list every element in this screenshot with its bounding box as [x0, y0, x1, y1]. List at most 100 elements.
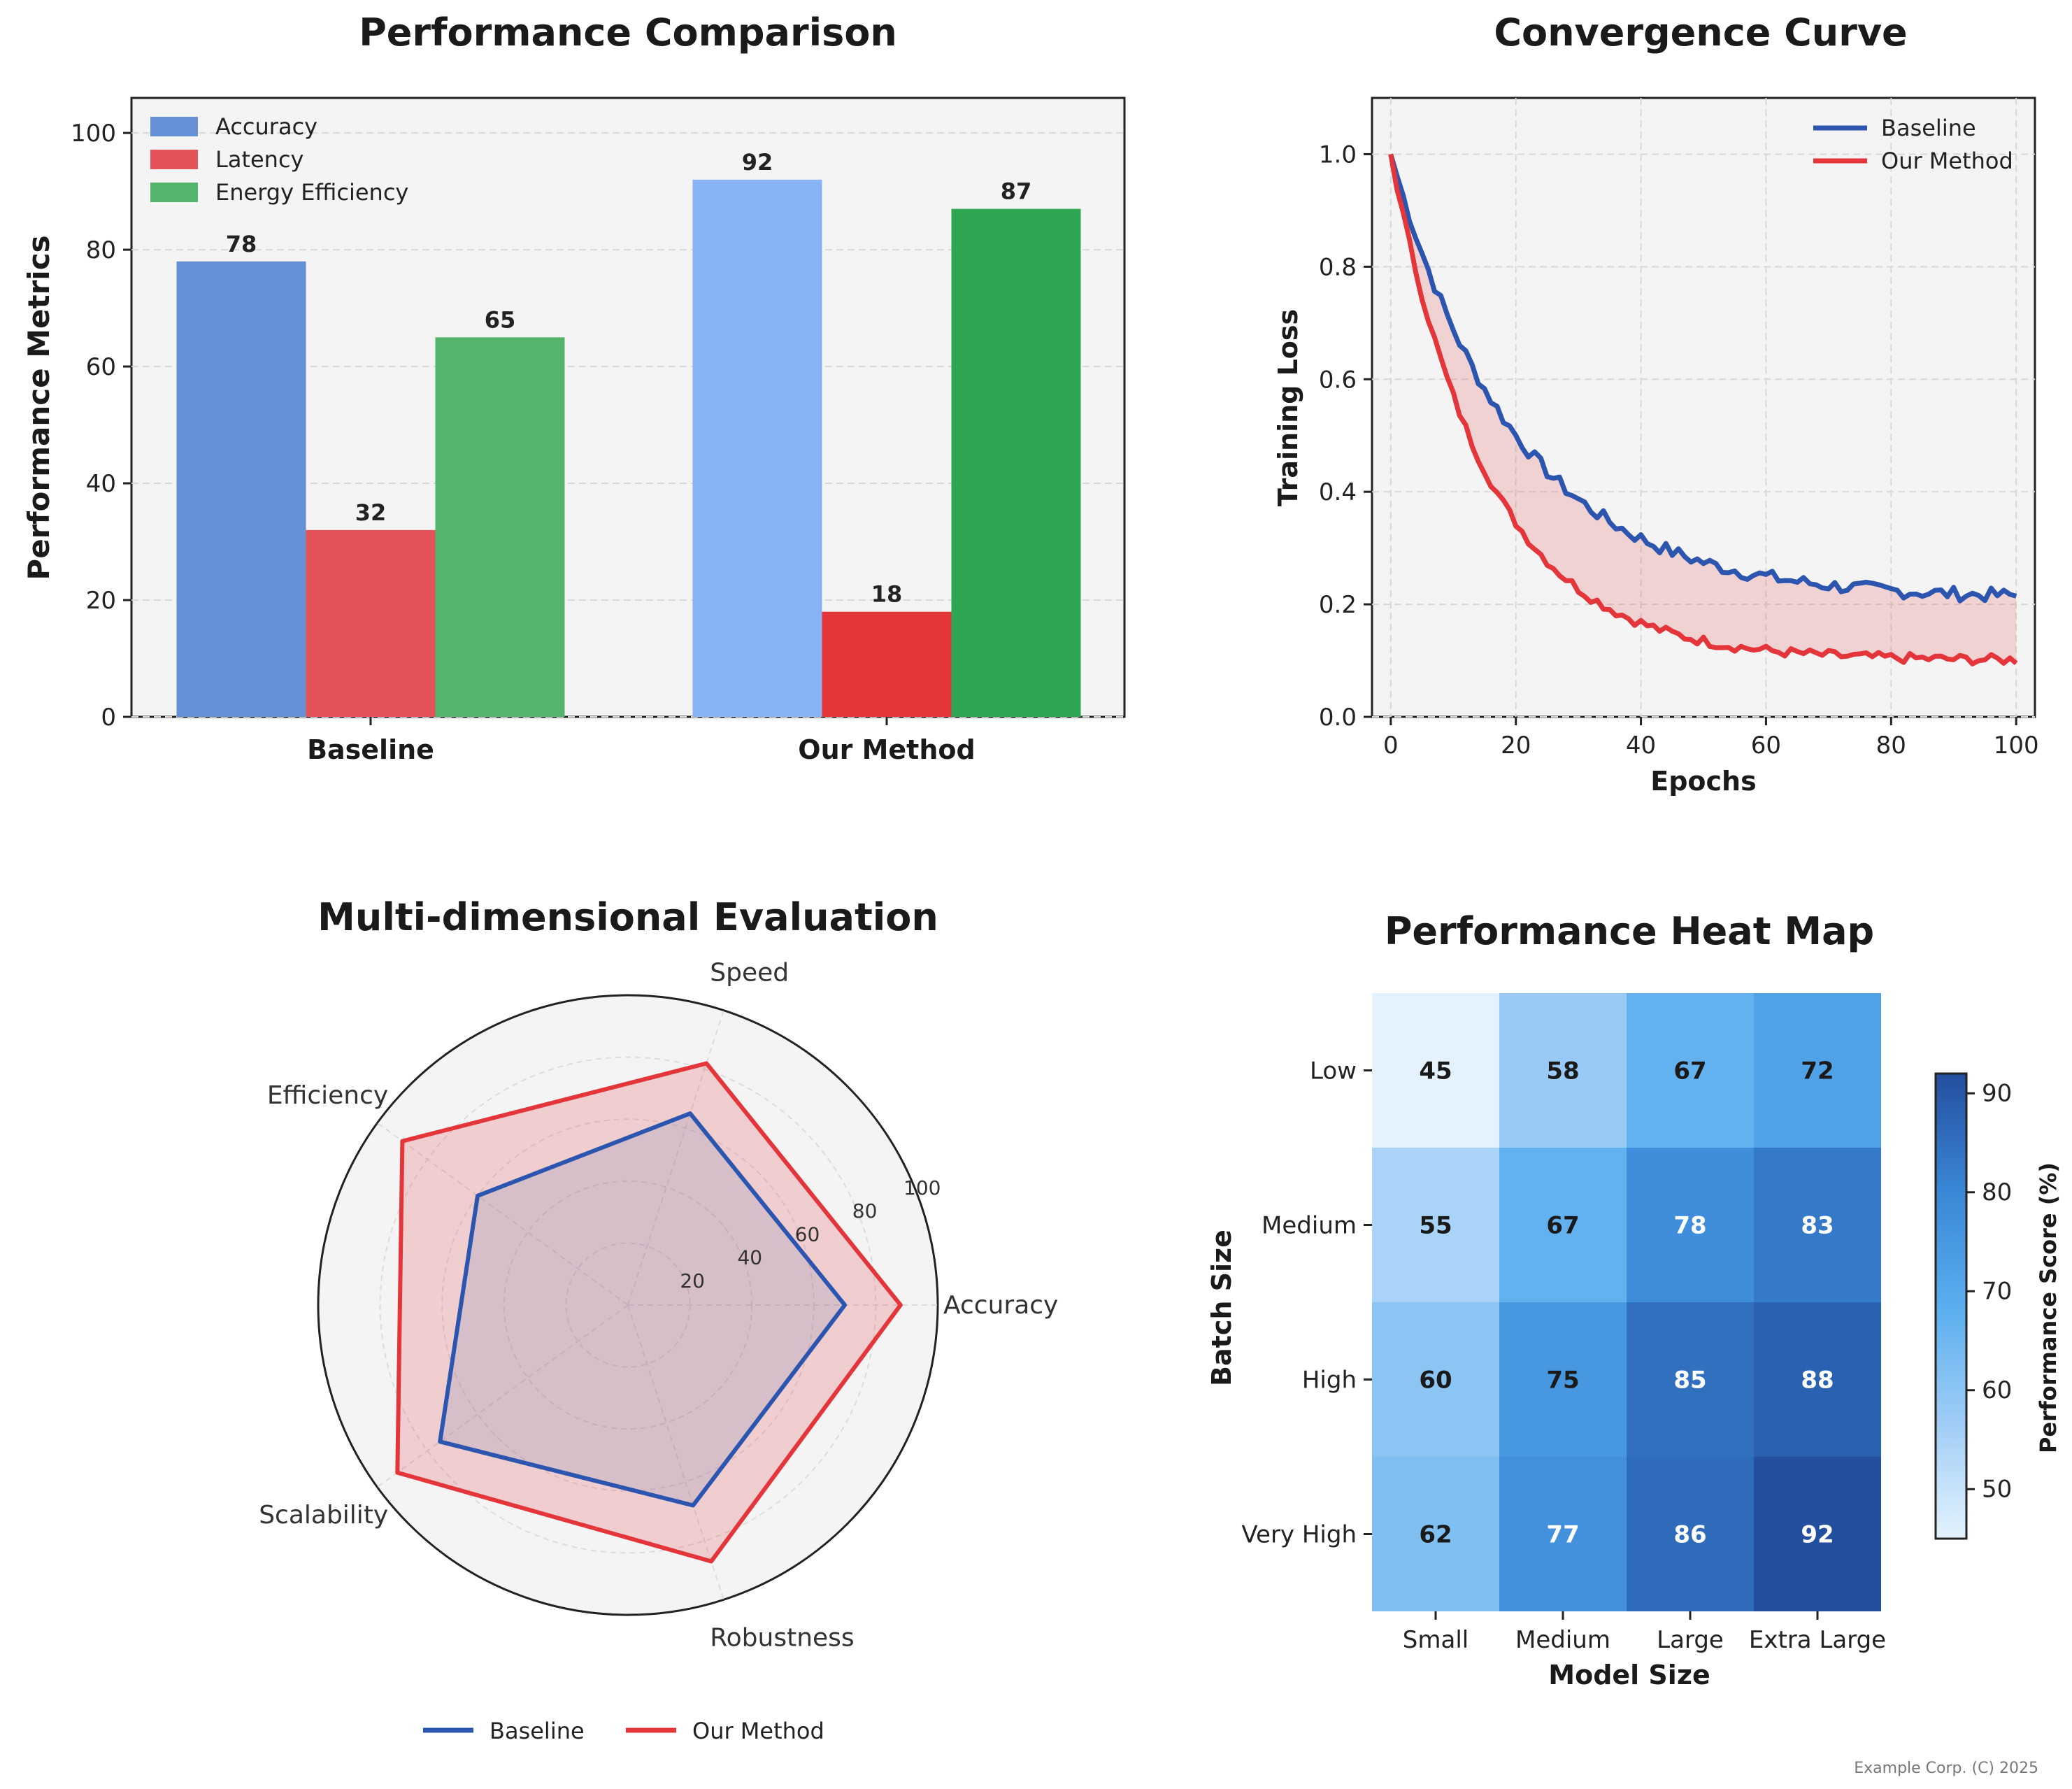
- line-x-axis-label: Epochs: [1650, 766, 1756, 797]
- line-x-tick-label: 100: [1994, 732, 2039, 760]
- heatmap-cell-value: 77: [1546, 1521, 1579, 1549]
- radar-r-ticks: 20 40 60 80 100: [680, 1176, 941, 1292]
- heatmap-cell: [1499, 1457, 1627, 1611]
- line-legend-label: Baseline: [1881, 115, 1976, 141]
- line-y-tick-label: 0.2: [1319, 591, 1357, 619]
- bar-accuracy-baseline: [176, 261, 306, 718]
- line-x-tick-label: 0: [1383, 732, 1399, 760]
- heatmap-cell: [1754, 1457, 1881, 1611]
- bar-chart-panel: Performance Comparison 78 32 65 92 18 87 0 20 4…: [22, 10, 1126, 765]
- bar-y-tick-label: 80: [86, 236, 116, 264]
- line-series-baseline: [1388, 153, 2017, 604]
- bar-x-tick-label: Baseline: [307, 734, 434, 765]
- radar-r-tick-label: 60: [795, 1223, 820, 1246]
- bar-y-axis-label: Performance Metrics: [22, 235, 56, 580]
- bar-value-label: 65: [485, 306, 516, 333]
- line-x-tick-label: 60: [1751, 732, 1781, 760]
- line-y-tick-label: 0.6: [1319, 366, 1357, 394]
- heatmap-cell-value: 72: [1801, 1057, 1834, 1085]
- heatmap-cell: [1754, 993, 1881, 1148]
- heatmap-cell: [1499, 1302, 1627, 1457]
- line-y-tick-label: 0.4: [1319, 478, 1357, 506]
- heatmap-x-tick-label: Large: [1657, 1626, 1724, 1654]
- radar-polygon-baseline: [438, 1111, 848, 1508]
- heatmap-cell-value: 78: [1673, 1212, 1706, 1240]
- heatmap-cells: 45 58 67 72 55 67 78 83 60 75 85 88 62 77 86 92: [1372, 993, 1881, 1611]
- line-chart-title: Convergence Curve: [1494, 10, 1907, 55]
- radar-category-label: Speed: [710, 959, 789, 988]
- heatmap-y-ticks: Low Medium High Very High: [1241, 1057, 1372, 1549]
- radar-r-tick-label: 40: [737, 1246, 762, 1269]
- bar-chart-title: Performance Comparison: [359, 10, 897, 55]
- bar-latency-baseline: [306, 529, 436, 717]
- line-x-tick-label: 80: [1876, 732, 1906, 760]
- bar-value-label: 32: [355, 499, 387, 526]
- bar-value-label: 92: [742, 149, 773, 176]
- heatmap-cell: [1754, 1148, 1881, 1302]
- heatmap-title: Performance Heat Map: [1385, 909, 1874, 953]
- bar-energy-efficiency-our-method: [951, 208, 1081, 717]
- radar-chart-title: Multi-dimensional Evaluation: [317, 895, 938, 939]
- line-fill-between: [1390, 154, 2017, 664]
- heatmap-cell-value: 67: [1673, 1057, 1706, 1085]
- radar-r-tick-label: 20: [680, 1269, 705, 1292]
- heatmap-cell-value: 58: [1546, 1057, 1579, 1085]
- radar-category-label: Accuracy: [943, 1291, 1058, 1320]
- bar-legend-label: Accuracy: [215, 113, 317, 140]
- heatmap-cell-value: 60: [1419, 1367, 1452, 1395]
- radar-category-label: Robustness: [710, 1623, 854, 1652]
- heatmap-cell: [1499, 993, 1627, 1148]
- line-x-tick-label: 20: [1501, 732, 1531, 760]
- colorbar-tick-label: 60: [1982, 1376, 2012, 1404]
- radar-category-label: Scalability: [259, 1501, 388, 1530]
- radar-legend: Baseline Our Method: [423, 1718, 824, 1744]
- line-y-axis-label: Training Loss: [1273, 309, 1303, 506]
- radar-legend-label: Our Method: [692, 1718, 824, 1744]
- heatmap-cell-value: 92: [1801, 1521, 1834, 1549]
- heatmap-cell-value: 86: [1673, 1521, 1706, 1549]
- radar-chart-panel: Multi-dimensional Evaluation 20 40 60 80 100…: [259, 895, 1058, 1744]
- heatmap-y-tick-label: Medium: [1262, 1212, 1357, 1240]
- heatmap-cell: [1627, 1457, 1754, 1611]
- bar-y-tick-label: 0: [101, 704, 116, 732]
- radar-series: [395, 1061, 903, 1564]
- heatmap-x-tick-label: Small: [1403, 1626, 1469, 1654]
- line-series-our-method: [1388, 153, 2018, 667]
- radar-ring: [441, 1118, 815, 1492]
- radar-r-tick-label: 80: [852, 1199, 878, 1223]
- colorbar-tick-label: 70: [1982, 1277, 2012, 1305]
- bar-legend-label: Latency: [215, 146, 303, 173]
- heatmap-cell-value: 88: [1801, 1367, 1834, 1395]
- bar-y-ticks: 0 20 40 60 80 100: [71, 120, 131, 732]
- radar-r-tick-label: 100: [903, 1176, 941, 1199]
- line-x-ticks: 0 20 40 60 80 100: [1383, 717, 2039, 760]
- radar-polygon-our-method: [395, 1061, 903, 1564]
- bar-x-tick-label: Our Method: [798, 734, 975, 765]
- heatmap-x-ticks: Small Medium Large Extra Large: [1403, 1611, 1886, 1654]
- bar-grid: [131, 132, 1124, 718]
- bar-energy-efficiency-baseline: [435, 337, 565, 718]
- radar-ring: [503, 1180, 753, 1430]
- line-legend: Baseline Our Method: [1813, 115, 2013, 174]
- bar-legend-swatch: [150, 117, 198, 136]
- heatmap-cell-value: 83: [1801, 1212, 1834, 1240]
- heatmap-cell-value: 67: [1546, 1212, 1579, 1240]
- heatmap-x-tick-label: Medium: [1515, 1626, 1610, 1654]
- bar-value-label: 18: [871, 581, 903, 608]
- colorbar-ticks: 50 60 70 80 90: [1966, 1079, 2012, 1503]
- bar-y-tick-label: 20: [86, 587, 116, 615]
- line-grid: [1372, 98, 2035, 718]
- bar-y-tick-label: 60: [86, 353, 116, 381]
- radar-spoke: [377, 1122, 629, 1306]
- bar-accuracy-our-method: [692, 179, 822, 717]
- bar-legend-swatch: [150, 150, 198, 169]
- heatmap-y-tick-label: Very High: [1241, 1521, 1357, 1549]
- line-x-tick-label: 40: [1626, 732, 1656, 760]
- heatmap-y-axis-label: Batch Size: [1206, 1230, 1237, 1386]
- bar-value-label: 87: [1001, 178, 1032, 205]
- radar-legend-label: Baseline: [490, 1718, 585, 1744]
- colorbar-label: Performance Score (%): [2035, 1162, 2062, 1453]
- watermark: Example Corp. (C) 2025: [1854, 1760, 2038, 1777]
- heatmap-cell: [1627, 1302, 1754, 1457]
